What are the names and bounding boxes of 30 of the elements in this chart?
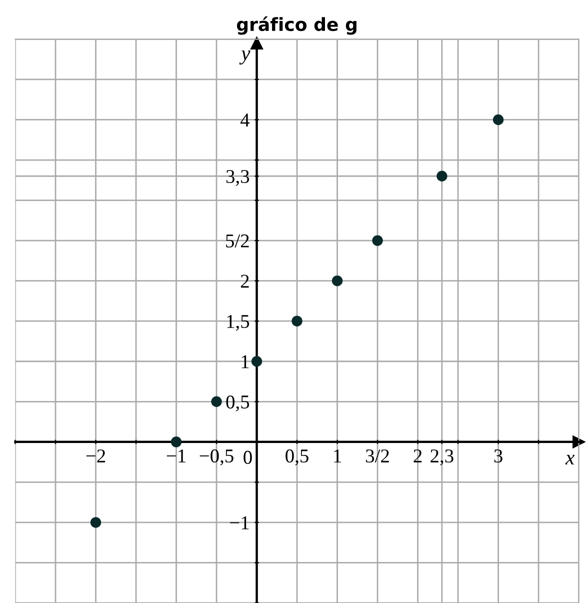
- y-tick-label: 1: [242, 355, 249, 368]
- x-tick-label: 2,3: [430, 449, 454, 466]
- x-tick-label: 3/2: [366, 449, 389, 463]
- y-tick-label: 4: [240, 114, 250, 126]
- y-tick-label: 0,5: [226, 395, 250, 412]
- point: [170, 436, 182, 448]
- x-tick-label: 2: [414, 449, 422, 462]
- point: [372, 235, 383, 246]
- chart-title: gráfico de g: [236, 16, 356, 35]
- y-tick-label: −1: [230, 516, 249, 530]
- y-tick-label: 2: [240, 274, 249, 288]
- x-tick-label: 0,5: [286, 449, 308, 466]
- x-tick-label: −0,5: [200, 449, 234, 466]
- y-axis-title: y: [239, 50, 250, 65]
- y-tick-label: 1,5: [227, 315, 250, 331]
- point: [332, 275, 343, 286]
- x-tick-label: 3: [494, 449, 502, 463]
- x-tick-label: −1: [166, 450, 186, 462]
- x-axis-title: x: [565, 454, 575, 464]
- x-tick-label: 1: [334, 450, 341, 462]
- point: [90, 517, 102, 528]
- point: [251, 356, 262, 367]
- point: [292, 316, 302, 326]
- point: [492, 114, 504, 126]
- point: [211, 396, 222, 407]
- y-tick-label: 5/2: [226, 234, 249, 248]
- point: [436, 170, 448, 182]
- x-tick-label: −2: [86, 449, 106, 462]
- y-tick-label: 3,3: [226, 170, 250, 186]
- x-tick-label: 0: [244, 450, 252, 464]
